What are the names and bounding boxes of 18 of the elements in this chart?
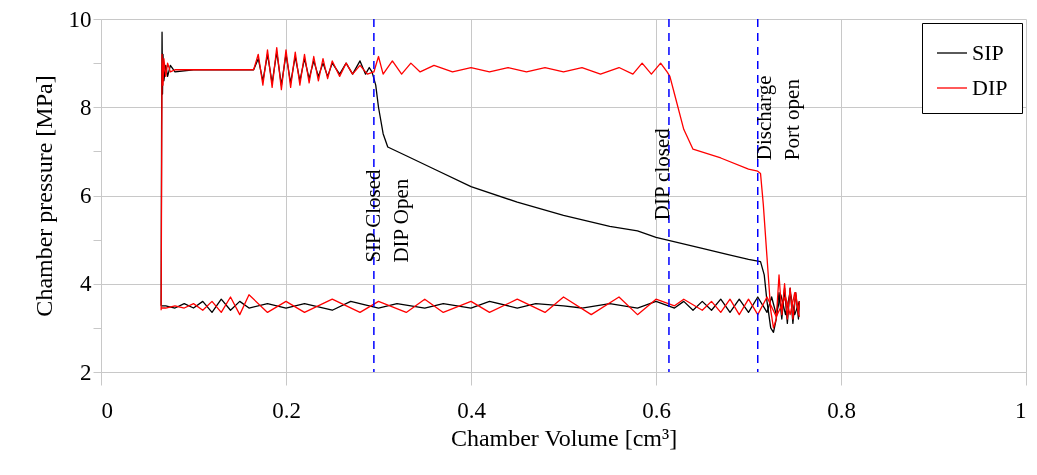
x-tick-label: 0.8 [827,397,856,423]
x-tick-label: 0.6 [642,397,671,423]
y-tick-label: 2 [80,359,92,385]
legend-label: DIP [972,75,1008,100]
x-axis-title: Chamber Volume [cm³] [450,424,678,451]
x-tick-label: 0 [101,397,113,423]
y-tick-label: 8 [80,94,92,120]
y-tick-label: 4 [80,271,92,297]
x-tick-label: 0.4 [457,397,487,423]
ref-line-label: SIP Closed DIP Open [360,168,413,263]
legend-label: SIP [972,40,1004,65]
ref-line-label: Discharge Port open [751,75,804,161]
x-tick-label: 0.2 [272,397,301,423]
x-tick-label: 1 [1015,397,1027,423]
y-tick-label: 6 [80,183,92,208]
y-tick-label: 10 [68,6,92,32]
ref-line-label: DIP closed [649,127,674,221]
y-axis-title: Chamber pressure [MPa] [30,75,57,317]
